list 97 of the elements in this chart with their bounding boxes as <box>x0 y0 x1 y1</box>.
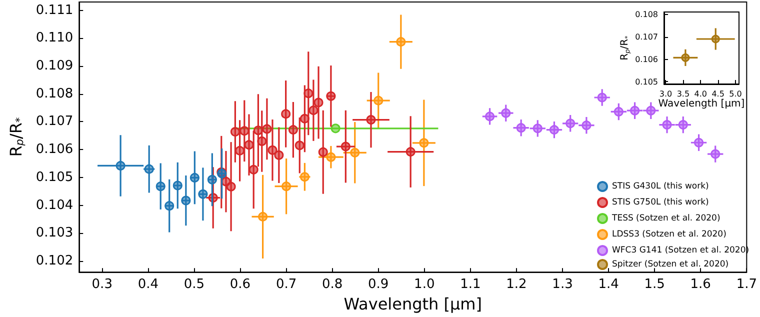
legend-label: Spitzer (Sotzen et al. 2020) <box>612 260 729 270</box>
point <box>253 126 263 136</box>
x-tick-label: 0.8 <box>322 277 343 292</box>
y-tick-label: 0.105 <box>635 77 658 86</box>
point <box>366 115 376 125</box>
x-tick-label: 0.4 <box>138 277 159 292</box>
point <box>240 126 250 136</box>
point <box>226 182 236 192</box>
legend-label: LDSS3 (Sotzen et al. 2020) <box>612 230 726 240</box>
x-tick-label: 3.5 <box>676 90 690 98</box>
x-axis-title: Wavelength [μm] <box>658 98 745 110</box>
x-tick-label: 1.0 <box>414 277 435 292</box>
point <box>678 120 688 130</box>
point <box>300 172 310 182</box>
legend-label: TESS (Sotzen et al. 2020) <box>611 214 720 224</box>
point <box>419 138 429 148</box>
point <box>308 106 318 116</box>
point <box>374 96 384 106</box>
y-axis-title: Rp/R* <box>6 117 26 157</box>
y-tick-label: 0.105 <box>36 170 74 185</box>
point <box>662 120 672 130</box>
point <box>156 182 166 192</box>
x-tick-label: 5.0 <box>729 90 742 98</box>
point <box>549 125 559 135</box>
x-tick-label: 1.1 <box>460 277 481 292</box>
x-tick-label: 1.4 <box>598 277 619 292</box>
point <box>190 172 200 182</box>
point <box>268 145 278 155</box>
point <box>248 164 258 174</box>
point <box>288 125 298 135</box>
point <box>282 182 292 192</box>
point <box>501 108 511 118</box>
x-tick-label: 1.3 <box>552 277 573 292</box>
x-axis-title: Wavelength [μm] <box>344 294 482 314</box>
point <box>262 124 272 134</box>
point <box>258 212 268 222</box>
point <box>244 140 254 150</box>
point <box>116 160 126 170</box>
y-tick-label: 0.103 <box>36 226 74 241</box>
point <box>230 127 240 137</box>
point <box>198 189 208 199</box>
point <box>300 114 310 124</box>
point <box>582 120 592 130</box>
point <box>532 124 542 134</box>
point <box>330 124 340 134</box>
point <box>485 112 495 122</box>
point <box>181 196 191 206</box>
legend-label: STIS G430L (this work) <box>612 182 709 192</box>
y-tick-label: 0.111 <box>36 2 74 18</box>
point <box>207 174 217 184</box>
point <box>304 88 314 98</box>
y-tick-label: 0.107 <box>635 32 658 42</box>
x-tick-label: 1.6 <box>690 277 711 292</box>
point <box>326 152 336 162</box>
x-tick-label: 1.2 <box>506 277 527 292</box>
point <box>326 91 336 101</box>
x-tick-label: 0.5 <box>184 277 205 292</box>
x-tick-label: 1.5 <box>644 277 665 292</box>
point <box>516 123 526 133</box>
point <box>646 106 656 116</box>
x-tick-label: 4.5 <box>712 90 724 98</box>
point <box>710 149 720 159</box>
y-tick-label: 0.109 <box>36 58 74 74</box>
x-tick-label: 0.9 <box>368 277 389 292</box>
y-tick-label: 0.106 <box>36 142 74 158</box>
point <box>694 138 704 148</box>
x-tick-label: 0.6 <box>230 277 251 292</box>
point <box>314 98 324 108</box>
point <box>172 180 182 190</box>
y-tick-label: 0.108 <box>36 86 74 102</box>
x-tick-label: 0.3 <box>92 277 112 292</box>
y-tick-label: 0.110 <box>36 30 74 46</box>
point <box>566 118 576 128</box>
point <box>318 147 328 157</box>
y-tick-label: 0.107 <box>36 114 74 130</box>
point <box>164 201 174 211</box>
point <box>630 106 640 116</box>
x-tick-label: 1.7 <box>736 277 758 292</box>
legend-label: STIS G750L (this work) <box>612 198 709 208</box>
x-tick-label: 0.7 <box>276 277 297 292</box>
y-tick-label: 0.104 <box>36 198 74 213</box>
x-tick-label: 4.0 <box>694 90 707 98</box>
y-tick-label: 0.102 <box>36 253 74 268</box>
point <box>406 147 416 157</box>
point <box>235 146 245 156</box>
y-tick-label: 0.108 <box>635 10 658 19</box>
point <box>396 37 406 47</box>
point <box>614 106 624 116</box>
point <box>274 150 284 160</box>
point <box>597 92 607 102</box>
point <box>350 148 360 158</box>
point <box>340 142 350 152</box>
x-tick-label: 3.0 <box>659 90 672 98</box>
point <box>294 140 304 150</box>
point <box>257 136 267 146</box>
point <box>281 109 291 119</box>
y-tick-label: 0.106 <box>635 54 658 64</box>
